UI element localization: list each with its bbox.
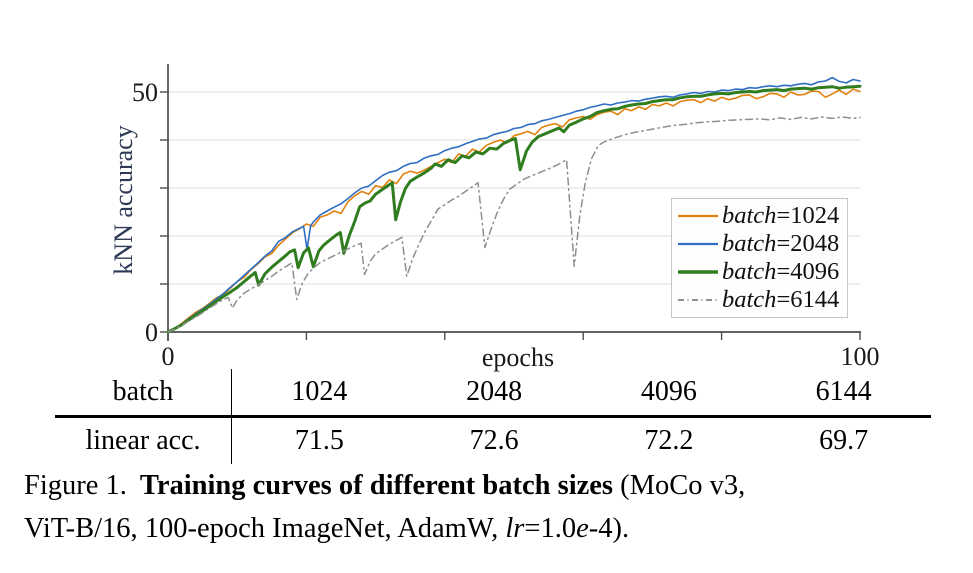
caption-lr-italic: lr xyxy=(505,513,525,544)
chart-plot-area xyxy=(160,64,862,341)
y-tick-label-50: 50 xyxy=(132,78,158,107)
chart-legend: batch=1024 batch=2048 batch=4096 batch=6144 xyxy=(671,198,848,318)
caption-tail: -4). xyxy=(588,513,630,544)
y-axis-label: kNN accuracy xyxy=(109,125,138,275)
series-line-batch=6144 xyxy=(167,116,861,333)
table-cell-acc-2048: 72.6 xyxy=(469,425,519,456)
legend-line-sample xyxy=(678,270,718,274)
legend-label: batch=6144 xyxy=(722,286,840,313)
caption-rest: (MoCo v3, xyxy=(613,470,746,501)
legend-line-sample xyxy=(678,242,718,246)
caption-eq: =1.0 xyxy=(524,513,577,544)
legend-item-batch=2048: batch=2048 xyxy=(677,230,841,258)
legend-line-sample xyxy=(678,214,718,218)
table-cell-batch: batch xyxy=(55,369,232,415)
table-cell-4096: 4096 xyxy=(640,376,697,407)
caption-figure-label: Figure 1. xyxy=(24,470,127,501)
series-line-batch=2048 xyxy=(167,76,861,333)
legend-item-batch=6144: batch=6144 xyxy=(677,286,841,314)
legend-item-batch=4096: batch=4096 xyxy=(677,258,841,286)
table-cell-1024: 1024 xyxy=(291,376,348,407)
training-curves-chart: kNN accuracy 50 0 0 100 epochs batch=102… xyxy=(109,64,880,372)
table-cell-acc-6144: 69.7 xyxy=(819,425,869,456)
legend-item-batch=1024: batch=1024 xyxy=(677,202,841,230)
table-cell-6144: 6144 xyxy=(815,376,872,407)
caption-line-2: ViT-B/16, 100-epoch ImageNet, AdamW, lr=… xyxy=(24,507,969,550)
legend-label: batch=1024 xyxy=(722,202,840,229)
table-cell-linear-acc: linear acc. xyxy=(55,418,232,464)
table-cell-acc-1024: 71.5 xyxy=(294,425,344,456)
accuracy-table: batch 1024 2048 4096 6144 linear acc. 71… xyxy=(55,369,931,464)
y-tick-label-0: 0 xyxy=(145,318,158,347)
legend-line-sample xyxy=(678,298,718,302)
x-tick-label-0: 0 xyxy=(161,342,175,371)
series-line-batch=4096 xyxy=(166,84,862,334)
x-axis-label: epochs xyxy=(481,343,555,372)
legend-label: batch=2048 xyxy=(722,230,840,257)
x-tick-label-100: 100 xyxy=(840,342,880,371)
caption-bold-title: Training curves of different batch sizes xyxy=(139,470,614,501)
figure-caption: Figure 1. Training curves of different ba… xyxy=(24,464,969,550)
table-data-row: linear acc. 71.5 72.6 72.2 69.7 xyxy=(55,418,931,464)
table-cell-acc-4096: 72.2 xyxy=(644,425,694,456)
caption-e-italic: e xyxy=(576,513,589,544)
table-cell-2048: 2048 xyxy=(466,376,523,407)
caption-line-1: Figure 1. Training curves of different ba… xyxy=(24,464,969,507)
series-line-batch=1024 xyxy=(167,88,861,333)
table-header-row: batch 1024 2048 4096 6144 xyxy=(55,369,931,418)
caption-settings: ViT-B/16, 100-epoch ImageNet, AdamW, xyxy=(24,513,506,544)
legend-label: batch=4096 xyxy=(722,258,840,285)
